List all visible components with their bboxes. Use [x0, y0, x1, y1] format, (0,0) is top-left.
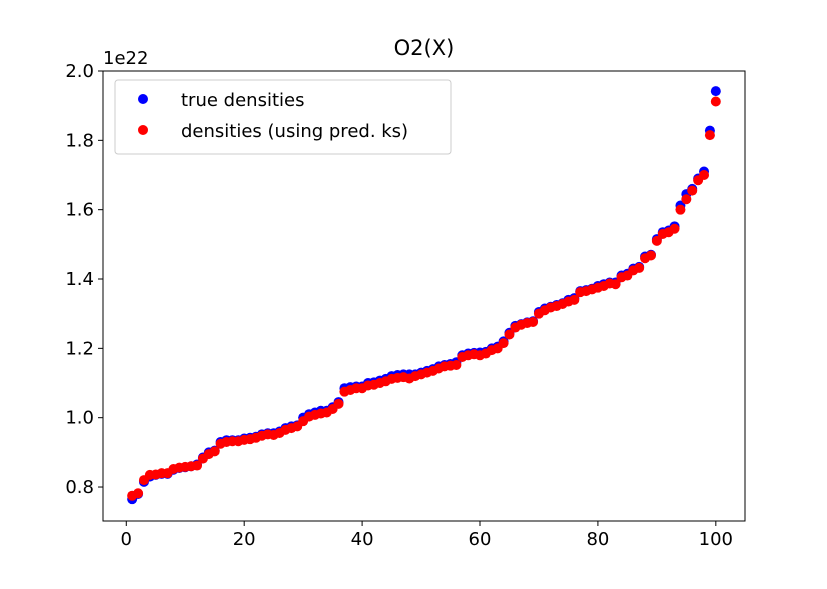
- data-point: [133, 488, 144, 499]
- data-point: [699, 170, 710, 181]
- data-point: [504, 329, 515, 340]
- plot-frame: [102, 70, 746, 522]
- data-point: [669, 223, 680, 234]
- legend-marker: [138, 125, 148, 135]
- x-tick-label: 60: [469, 529, 492, 550]
- y-tick-label: 1.2: [65, 338, 94, 359]
- legend-label: densities (using pred. ks): [181, 121, 408, 142]
- y-tick-label: 1.8: [65, 130, 94, 151]
- legend: true densities densities (using pred. ks): [114, 79, 452, 155]
- y-tick-label: 0.8: [65, 477, 94, 498]
- y-tick-label: 1.0: [65, 408, 94, 429]
- data-point: [569, 294, 580, 305]
- y-tick-label: 1.4: [65, 269, 94, 290]
- y-offset-label: 1e22: [103, 48, 148, 69]
- x-tick-label: 0: [121, 529, 132, 550]
- data-point: [333, 398, 344, 409]
- x-tick-label: 80: [586, 529, 609, 550]
- data-point: [192, 460, 203, 471]
- data-point: [209, 446, 220, 457]
- x-tick-label: 20: [233, 529, 256, 550]
- x-tick-label: 40: [351, 529, 374, 550]
- legend-box: [114, 79, 452, 155]
- data-point: [451, 359, 462, 370]
- legend-marker: [138, 94, 148, 104]
- data-point: [704, 130, 715, 141]
- data-point: [498, 338, 509, 349]
- data-point: [610, 279, 621, 290]
- data-point: [710, 86, 721, 97]
- data-point: [651, 235, 662, 246]
- data-point: [675, 204, 686, 215]
- y-tick-label: 2.0: [65, 61, 94, 82]
- data-point: [645, 250, 656, 261]
- data-point: [687, 185, 698, 196]
- data-point: [710, 96, 721, 107]
- data-point: [681, 194, 692, 205]
- data-point: [634, 262, 645, 273]
- x-tick-label: 100: [699, 529, 733, 550]
- legend-label: true densities: [181, 90, 304, 111]
- chart-title: O2(X): [394, 36, 455, 60]
- data-point: [528, 317, 539, 328]
- y-tick-label: 1.6: [65, 200, 94, 221]
